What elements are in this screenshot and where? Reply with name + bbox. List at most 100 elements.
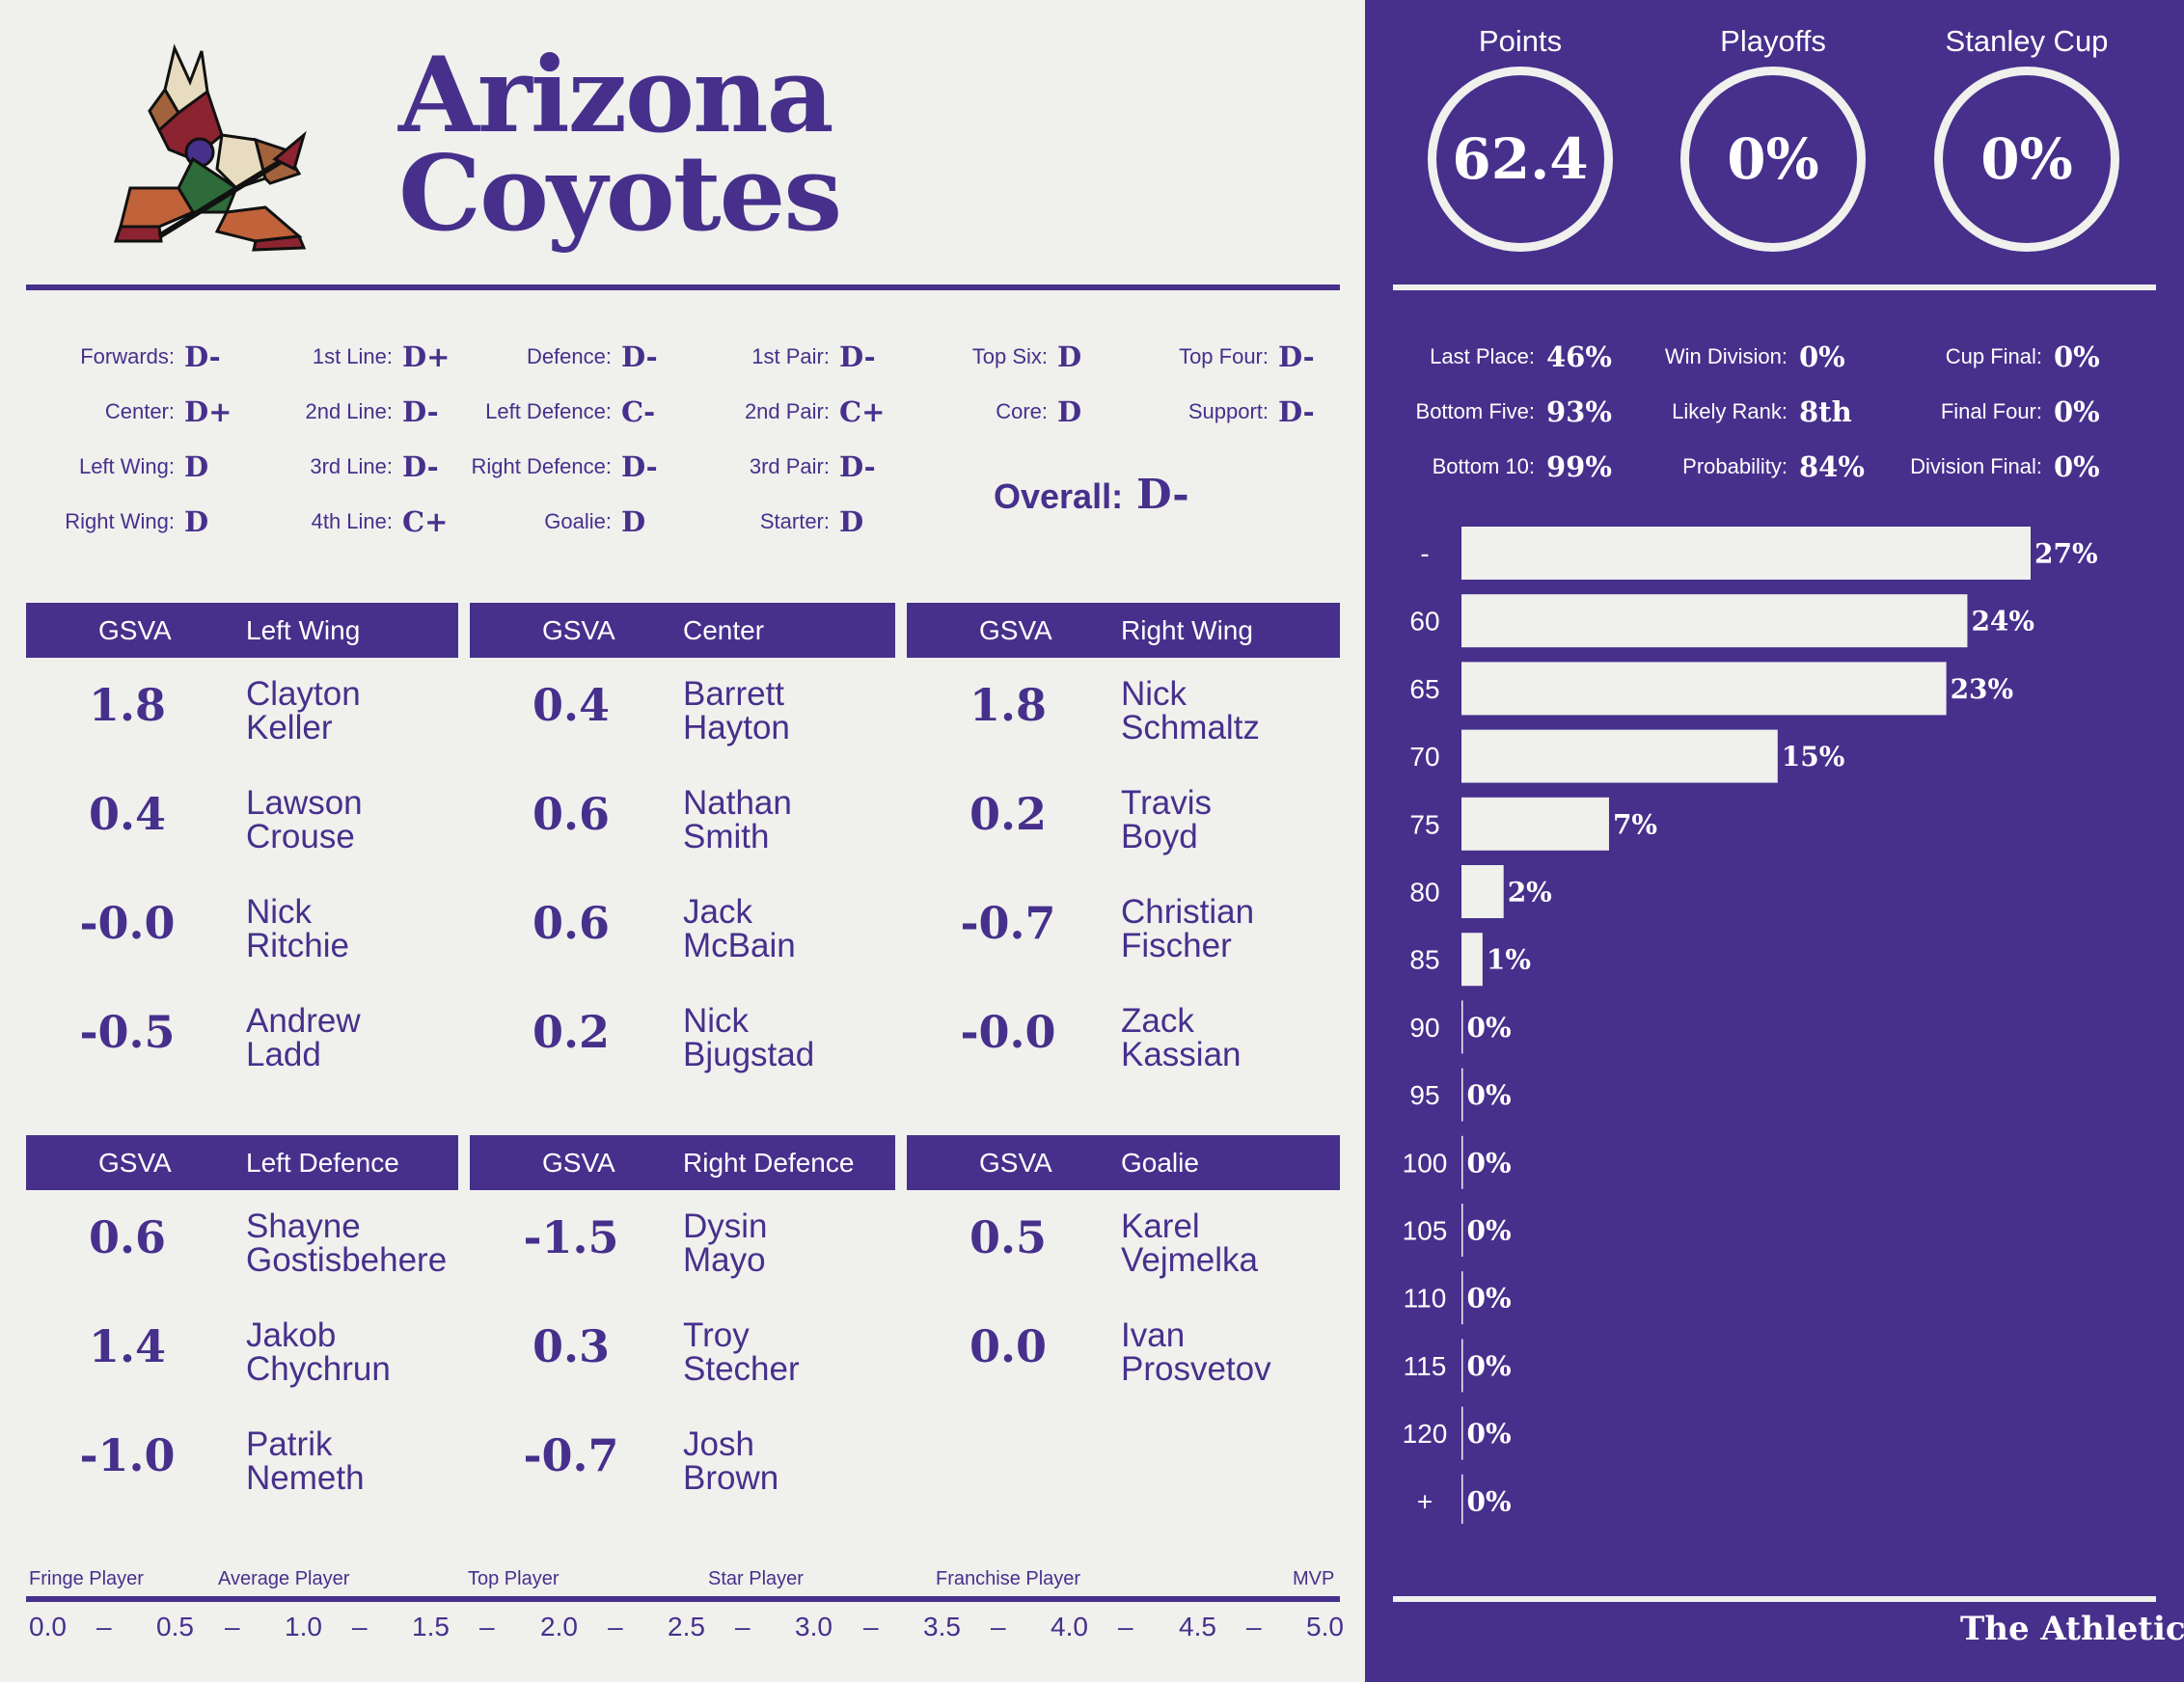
gsva-value: 0.4 bbox=[88, 788, 167, 840]
odds-bottom-ten: Bottom 10: 99% bbox=[1432, 450, 1612, 483]
bar-value-label: 1% bbox=[1487, 944, 1531, 976]
grade-left-defence: Left Defence: C- bbox=[485, 395, 656, 428]
player-first-name: Shayne bbox=[246, 1207, 361, 1245]
player-last-name: McBain bbox=[683, 927, 796, 964]
bar-category-label: 90 bbox=[1409, 1013, 1439, 1043]
player-first-name: Christian bbox=[1121, 893, 1255, 931]
table-row: -1.5 Dysin Mayo bbox=[470, 1190, 895, 1299]
bar bbox=[1461, 1068, 1463, 1122]
cup-value: 0% bbox=[1934, 67, 2119, 252]
projection-divider bbox=[1393, 285, 2156, 290]
points-distribution-chart: - 27% 60 24% 65 23% 70 15% 75 7% 80 2% 85 1% 90 0% 95 0% 1… bbox=[1365, 521, 2184, 1528]
player-name: Jack McBain bbox=[683, 895, 796, 963]
player-name: Jakob Chychrun bbox=[246, 1318, 391, 1386]
bar-value-label: 0% bbox=[1467, 1147, 1512, 1179]
bar-category-label: 80 bbox=[1409, 878, 1439, 908]
bar-value-label: 24% bbox=[1971, 606, 2034, 638]
player-last-name: Vejmelka bbox=[1121, 1241, 1259, 1279]
player-first-name: Nick bbox=[1121, 675, 1188, 713]
scale-number: 3.5 bbox=[923, 1612, 961, 1641]
bar-value-label: 23% bbox=[1951, 673, 2014, 705]
table-row: 0.4 Lawson Crouse bbox=[26, 767, 458, 876]
grade-defence: Defence: D- bbox=[526, 340, 658, 373]
scale-label: Franchise Player bbox=[936, 1568, 1081, 1589]
bar-value-label: 0% bbox=[1467, 1215, 1512, 1247]
overall-grade: Overall: D- bbox=[994, 471, 1189, 518]
player-first-name: Jakob bbox=[246, 1316, 337, 1354]
bar-value-label: 2% bbox=[1508, 877, 1552, 909]
bar bbox=[1461, 1406, 1463, 1460]
grade-goalie: Goalie: D bbox=[544, 505, 646, 538]
cup-title: Stanley Cup bbox=[1945, 24, 2109, 58]
gsva-value: -0.0 bbox=[79, 897, 176, 949]
table-row: -0.7 Christian Fischer bbox=[907, 876, 1340, 985]
player-last-name: Chychrun bbox=[246, 1350, 391, 1388]
player-name: Andrew Ladd bbox=[246, 1004, 361, 1072]
player-first-name: Clayton bbox=[246, 675, 361, 713]
player-last-name: Bjugstad bbox=[683, 1036, 815, 1073]
gsva-value: -1.0 bbox=[79, 1429, 176, 1481]
bar-category-label: 65 bbox=[1409, 674, 1439, 704]
scale-number: 0.0 bbox=[29, 1612, 67, 1641]
scale-label: Average Player bbox=[218, 1568, 350, 1589]
lineup-table: GSVA Right Wing 1.8 Nick Schmaltz 0.2 Travis Bo… bbox=[907, 603, 1340, 1104]
scale-number: 0.5 bbox=[156, 1612, 194, 1641]
position-header: Center bbox=[683, 615, 765, 645]
bar-category-label: 95 bbox=[1409, 1080, 1439, 1110]
scale-number: 4.0 bbox=[1051, 1612, 1088, 1641]
gsva-value: -0.5 bbox=[79, 1006, 176, 1058]
scale-dash: – bbox=[1246, 1612, 1262, 1641]
bar-value-label: 0% bbox=[1467, 1283, 1512, 1315]
odds-last-place: Last Place: 46% bbox=[1430, 340, 1612, 373]
table-header: GSVA Left Defence bbox=[26, 1135, 458, 1190]
player-name: Barrett Hayton bbox=[683, 677, 790, 745]
bar-value-label: 15% bbox=[1782, 741, 1845, 773]
points-distribution-svg: - 27% 60 24% 65 23% 70 15% 75 7% 80 2% 85 1% 90 0% 95 0% 1… bbox=[1403, 527, 2098, 1528]
player-last-name: Fischer bbox=[1121, 927, 1232, 964]
player-first-name: Lawson bbox=[246, 784, 363, 822]
table-row: 0.5 Karel Vejmelka bbox=[907, 1190, 1340, 1299]
scale-number: 1.0 bbox=[285, 1612, 322, 1641]
odds-bottom-five: Bottom Five: 93% bbox=[1415, 395, 1612, 428]
player-name: Christian Fischer bbox=[1121, 895, 1254, 963]
scale-dash: – bbox=[608, 1612, 623, 1641]
grade-right-wing: Right Wing: D bbox=[65, 505, 209, 538]
grade-center: Center: D+ bbox=[104, 395, 232, 428]
lineup-table: GSVA Left Wing 1.8 Clayton Keller 0.4 Lawson Cr… bbox=[26, 603, 458, 1104]
player-last-name: Gostisbehere bbox=[246, 1241, 448, 1279]
scale-label: MVP bbox=[1293, 1568, 1335, 1589]
header-divider bbox=[26, 285, 1340, 290]
player-last-name: Prosvetov bbox=[1121, 1350, 1271, 1388]
cup-projection: Stanley Cup 0% bbox=[1930, 24, 2123, 252]
table-row: -1.0 Patrik Nemeth bbox=[26, 1408, 458, 1517]
scale-number: 1.5 bbox=[412, 1612, 450, 1641]
grade-1st-line: 1st Line: D+ bbox=[312, 340, 450, 373]
player-name: Josh Brown bbox=[683, 1427, 778, 1495]
player-first-name: Troy bbox=[683, 1316, 750, 1354]
bar bbox=[1461, 1339, 1463, 1393]
scale-number: 4.5 bbox=[1179, 1612, 1216, 1641]
table-row: 0.2 Travis Boyd bbox=[907, 767, 1340, 876]
team-panel: Arizona Coyotes Forwards: D- Center: D+ Le… bbox=[26, 43, 1344, 1641]
bar bbox=[1461, 1000, 1463, 1054]
player-last-name: Ladd bbox=[246, 1036, 321, 1073]
scale-dash: – bbox=[735, 1612, 751, 1641]
overall-value: D- bbox=[1136, 471, 1189, 518]
player-name: Shayne Gostisbehere bbox=[246, 1209, 447, 1277]
gsva-value: 1.8 bbox=[969, 679, 1048, 731]
brand-wordmark: The Athletic bbox=[1960, 1610, 2184, 1648]
bar bbox=[1461, 527, 2031, 580]
bar bbox=[1461, 865, 1504, 918]
player-first-name: Barrett bbox=[683, 675, 785, 713]
bar bbox=[1461, 1271, 1463, 1325]
playoffs-value: 0% bbox=[1680, 67, 1866, 252]
scale-dash: – bbox=[863, 1612, 879, 1641]
bar-category-label: - bbox=[1420, 539, 1429, 569]
team-name-line2: Coyotes bbox=[398, 133, 842, 255]
table-row: 1.8 Clayton Keller bbox=[26, 658, 458, 767]
player-name: Patrik Nemeth bbox=[246, 1427, 365, 1495]
player-name: Lawson Crouse bbox=[246, 786, 363, 854]
points-title: Points bbox=[1478, 24, 1563, 58]
bar bbox=[1461, 594, 1968, 648]
gsva-value: 0.6 bbox=[88, 1211, 167, 1263]
